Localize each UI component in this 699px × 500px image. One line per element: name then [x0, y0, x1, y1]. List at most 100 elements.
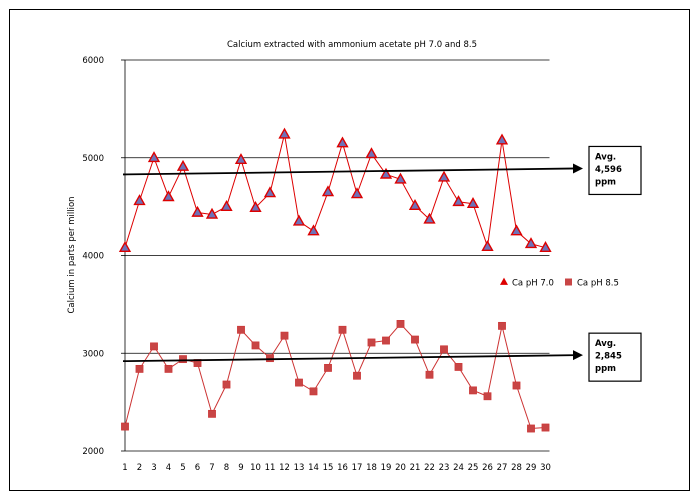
- gridlines: [125, 59, 550, 354]
- data-point: [510, 224, 523, 236]
- average-label: Avg.: [595, 339, 616, 349]
- x-tick-label: 23: [439, 463, 450, 473]
- y-tick-label: 6000: [82, 56, 104, 66]
- x-tick-label: 25: [468, 463, 479, 473]
- data-point: [425, 370, 434, 379]
- data-point: [454, 363, 463, 371]
- x-tick-label: 24: [453, 463, 464, 473]
- data-point: [222, 380, 231, 389]
- x-tick-label: 29: [526, 463, 537, 473]
- x-tick-label: 7: [209, 463, 214, 473]
- x-tick-label: 20: [395, 463, 406, 473]
- data-point: [483, 392, 492, 401]
- arrow-head: [573, 163, 583, 174]
- data-point: [541, 423, 550, 432]
- data-point: [266, 354, 274, 363]
- data-point: [208, 409, 216, 418]
- x-tick-label: 27: [497, 463, 508, 473]
- x-tick-label: 18: [366, 463, 377, 473]
- data-point: [162, 190, 175, 202]
- data-point: [321, 185, 335, 197]
- data-point: [234, 153, 248, 165]
- legend-label: Ca pH 7.0: [512, 279, 554, 289]
- data-point: [396, 320, 405, 328]
- average-label: 4,596: [595, 165, 622, 175]
- data-point: [336, 136, 349, 148]
- average-box: [588, 332, 642, 382]
- x-tick-label: 26: [482, 463, 493, 473]
- average-line: [122, 167, 578, 176]
- average-box: [588, 145, 642, 196]
- data-point: [394, 172, 407, 184]
- data-point: [278, 127, 291, 139]
- x-tick-label: 12: [279, 463, 290, 473]
- data-point: [382, 336, 390, 345]
- data-point: [452, 195, 465, 207]
- data-point: [295, 378, 303, 387]
- y-tick-label: 2000: [82, 447, 104, 457]
- data-point: [179, 355, 187, 364]
- data-point: [133, 194, 146, 206]
- y-tick-label: 4000: [82, 252, 104, 262]
- avg-ph85: Avg. 2,845 ppm: [122, 332, 642, 382]
- data-point: [164, 364, 173, 373]
- x-tick-label: 19: [381, 463, 392, 473]
- data-point: [353, 371, 361, 380]
- series-group: [118, 127, 552, 433]
- data-point: [237, 325, 245, 334]
- legend-item: Ca pH 8.5: [565, 278, 619, 289]
- data-point: [280, 331, 289, 340]
- data-point: [205, 207, 219, 219]
- x-tick-label: 17: [352, 463, 363, 473]
- data-point: [365, 147, 378, 159]
- x-tick-label: 16: [337, 463, 348, 473]
- x-tick-label: 2: [137, 463, 142, 473]
- data-point: [512, 381, 521, 390]
- average-annotations: Avg. 4,596 ppm Avg. 2,845 ppm: [122, 145, 642, 382]
- data-point: [539, 241, 552, 253]
- x-tick-label: 8: [224, 463, 229, 473]
- data-point: [191, 205, 204, 217]
- data-point: [367, 338, 376, 347]
- data-point: [121, 422, 129, 431]
- data-point: [309, 387, 318, 396]
- legend-marker: [565, 278, 572, 286]
- x-tick-label: 13: [294, 463, 305, 473]
- data-point: [469, 386, 477, 395]
- data-point: [437, 170, 451, 182]
- data-point: [176, 159, 190, 171]
- series-1: [118, 127, 552, 253]
- series-line: [124, 134, 546, 249]
- x-tick-label: 15: [323, 463, 334, 473]
- data-point: [350, 187, 364, 199]
- average-label: ppm: [595, 177, 616, 187]
- data-point: [324, 364, 332, 372]
- legend-label: Ca pH 8.5: [577, 279, 619, 289]
- x-tick-labels: 1 2 3 4 5 6 7 8 9 10 11 12 13 14 15 16 17 18 19 20 21 22 23 24 2…: [122, 463, 551, 473]
- data-point: [495, 133, 509, 145]
- average-label: ppm: [595, 364, 616, 374]
- x-tick-label: 9: [238, 463, 243, 473]
- data-point: [408, 199, 422, 210]
- x-tick-label: 10: [250, 463, 261, 473]
- data-point: [147, 151, 161, 163]
- average-label: 2,845: [595, 352, 622, 362]
- data-point: [249, 200, 262, 212]
- series-line: [124, 323, 546, 430]
- avg-ph70: Avg. 4,596 ppm: [122, 145, 642, 196]
- legend-item: Ca pH 7.0: [499, 277, 554, 289]
- average-label: Avg.: [595, 152, 616, 162]
- series-2: [121, 320, 550, 433]
- y-tick-labels: 2000 3000 4000 5000 6000: [82, 56, 125, 457]
- data-point: [118, 241, 132, 253]
- data-point: [292, 214, 306, 226]
- x-tick-label: 11: [265, 463, 276, 473]
- data-point: [411, 335, 419, 344]
- average-line: [122, 354, 578, 363]
- x-tick-label: 28: [511, 463, 522, 473]
- data-point: [527, 424, 535, 433]
- chart-title: Calcium extracted with ammonium acetate …: [227, 40, 477, 50]
- data-point: [220, 199, 233, 211]
- data-point: [338, 325, 347, 334]
